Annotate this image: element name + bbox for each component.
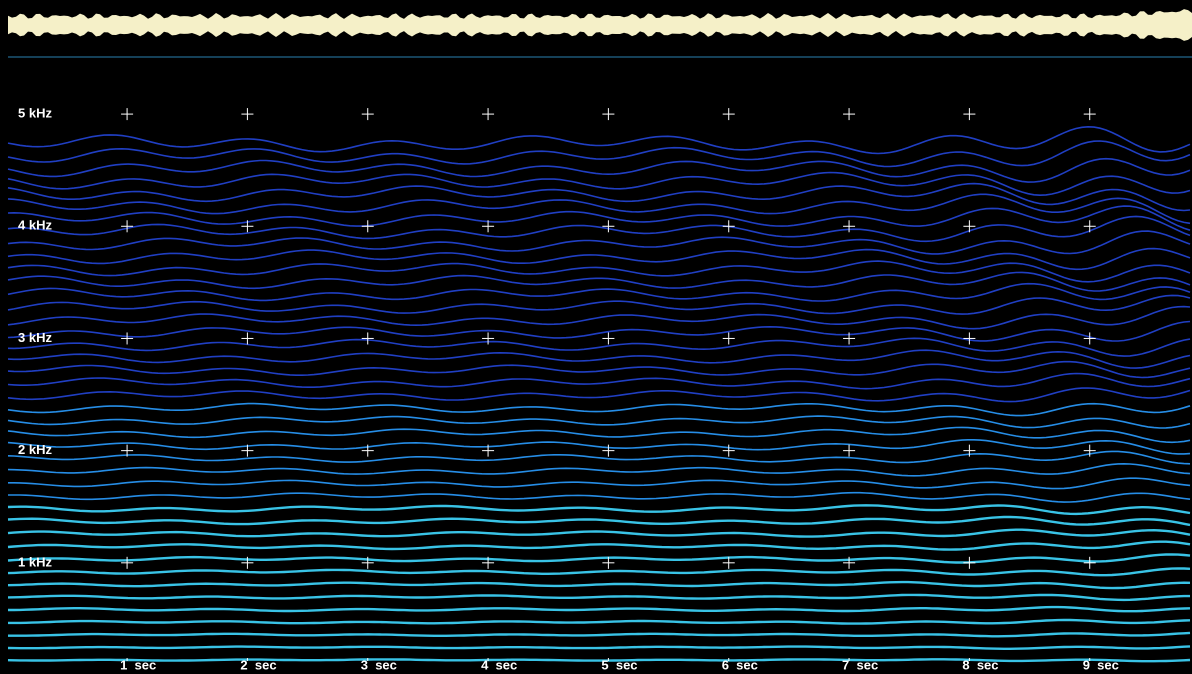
y-tick-label: 2 kHz [18,442,52,457]
page: 1 kHz 2 kHz 3 kHz 4 kHz 5 kHz 1 sec 2 sec 3 sec… [0,0,1192,674]
x-tick-label: 6 sec [722,657,758,672]
y-tick-label: 1 kHz [18,554,52,569]
y-tick-label: 4 kHz [18,218,52,233]
x-tick-label: 1 sec [120,657,156,672]
spectrogram-view: 1 kHz 2 kHz 3 kHz 4 kHz 5 kHz 1 sec 2 sec 3 sec… [0,0,1192,674]
y-tick-label: 5 kHz [18,106,52,121]
x-tick-label: 8 sec [962,657,998,672]
x-tick-label: 3 sec [361,657,397,672]
x-tick-label: 7 sec [842,657,878,672]
x-tick-label: 2 sec [240,657,276,672]
x-tick-label: 9 sec [1083,657,1119,672]
x-tick-label: 5 sec [601,657,637,672]
x-tick-label: 4 sec [481,657,517,672]
y-tick-label: 3 kHz [18,330,52,345]
